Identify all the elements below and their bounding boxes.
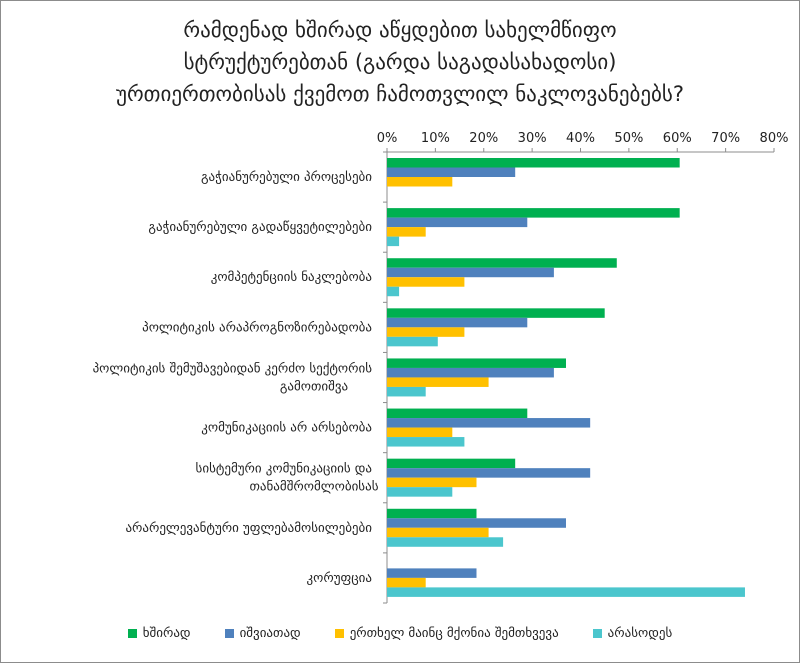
- legend-label: ერთხელ მაინც მქონია შემთხვევა: [349, 626, 559, 641]
- chart-title-line-3: ურთიერთობისას ქვემოთ ჩამოთვლილ ნაკლოვანე…: [115, 82, 684, 106]
- bar: [387, 437, 465, 447]
- bar: [387, 527, 489, 538]
- bar: [387, 487, 453, 497]
- bar: [387, 418, 591, 428]
- bar: [387, 336, 438, 347]
- bar: [387, 468, 591, 478]
- bar: [387, 537, 504, 547]
- legend-label: არასოდეს: [607, 626, 673, 641]
- chart-legend: ხშირად იშვიათად ერთხელ მაინც მქონია შემთხვ…: [0, 626, 800, 641]
- bar: [387, 458, 516, 469]
- category-label: კომპეტენციის ნაკლებობა: [211, 270, 372, 285]
- category-label: გაჭიანურებული პროცესები: [201, 170, 372, 185]
- x-tick-label: 30%: [518, 131, 547, 146]
- bar: [387, 377, 489, 387]
- category-label: კორუფცია: [307, 571, 372, 586]
- category-label: პოლიტიკის არაპროგნოზირებადობა: [142, 320, 372, 335]
- bar: [387, 386, 426, 397]
- x-tick-label: 80%: [760, 131, 789, 146]
- category-label: არარელევანტური უფლებამოსილებები: [125, 521, 372, 536]
- bar: [387, 427, 453, 438]
- bar: [387, 317, 528, 328]
- bar: [387, 286, 400, 297]
- bar: [387, 518, 566, 528]
- bar: [387, 277, 465, 287]
- legend-item: არასოდეს: [592, 626, 673, 641]
- bar: [387, 367, 554, 378]
- bar: [387, 267, 554, 278]
- x-tick-label: 70%: [711, 131, 740, 146]
- bar: [387, 477, 477, 488]
- bar: [387, 508, 477, 519]
- bar: [387, 227, 426, 237]
- bar: [387, 236, 400, 247]
- x-tick-label: 50%: [614, 131, 643, 146]
- category-label: გამოთიშვა: [280, 379, 348, 394]
- bar: [387, 408, 528, 419]
- bar: [387, 577, 426, 588]
- bar: [387, 587, 745, 597]
- legend-swatch: [334, 629, 344, 638]
- bar: [387, 308, 605, 318]
- category-label: გაჭიანურებული გადაწყვეტილებები: [148, 220, 372, 235]
- legend-label: იშვიათად: [239, 626, 301, 641]
- chart-title: რამდენად ხშირად აწყდებით სახელმწიფო სტრუ…: [40, 14, 760, 110]
- chart-title-line-1: რამდენად ხშირად აწყდებით სახელმწიფო: [183, 18, 617, 42]
- x-tick-label: 10%: [421, 131, 450, 146]
- legend-item: ერთხელ მაინც მქონია შემთხვევა: [334, 626, 559, 641]
- chart-title-line-2: სტრუქტურებთან (გარდა საგადასახადოსი): [183, 50, 617, 74]
- category-label: პოლიტიკის შემუშავებიდან კერძო სექტორის: [93, 361, 373, 376]
- category-label: თანამშრომლობისას: [250, 480, 379, 495]
- category-label: სისტემური კომუნიკაციის და: [196, 462, 372, 477]
- bar: [387, 167, 516, 177]
- x-tick-label: 60%: [663, 131, 692, 146]
- bar: [387, 258, 617, 268]
- legend-item: ხშირად: [127, 626, 191, 641]
- legend-swatch: [224, 629, 234, 638]
- category-label: კომუნიკაციის არ არსებობა: [201, 421, 372, 436]
- bar: [387, 177, 453, 187]
- bar: [387, 208, 680, 218]
- legend-swatch: [127, 629, 137, 638]
- bar: [387, 158, 680, 168]
- bar: [387, 217, 528, 228]
- x-tick-label: 40%: [566, 131, 595, 146]
- bar: [387, 358, 566, 368]
- bar: [387, 568, 477, 578]
- legend-item: იშვიათად: [224, 626, 301, 641]
- x-tick-label: 20%: [469, 131, 498, 146]
- bar: [387, 327, 465, 337]
- x-tick-label: 0%: [377, 131, 398, 146]
- legend-label: ხშირად: [142, 626, 191, 641]
- legend-swatch: [592, 629, 602, 638]
